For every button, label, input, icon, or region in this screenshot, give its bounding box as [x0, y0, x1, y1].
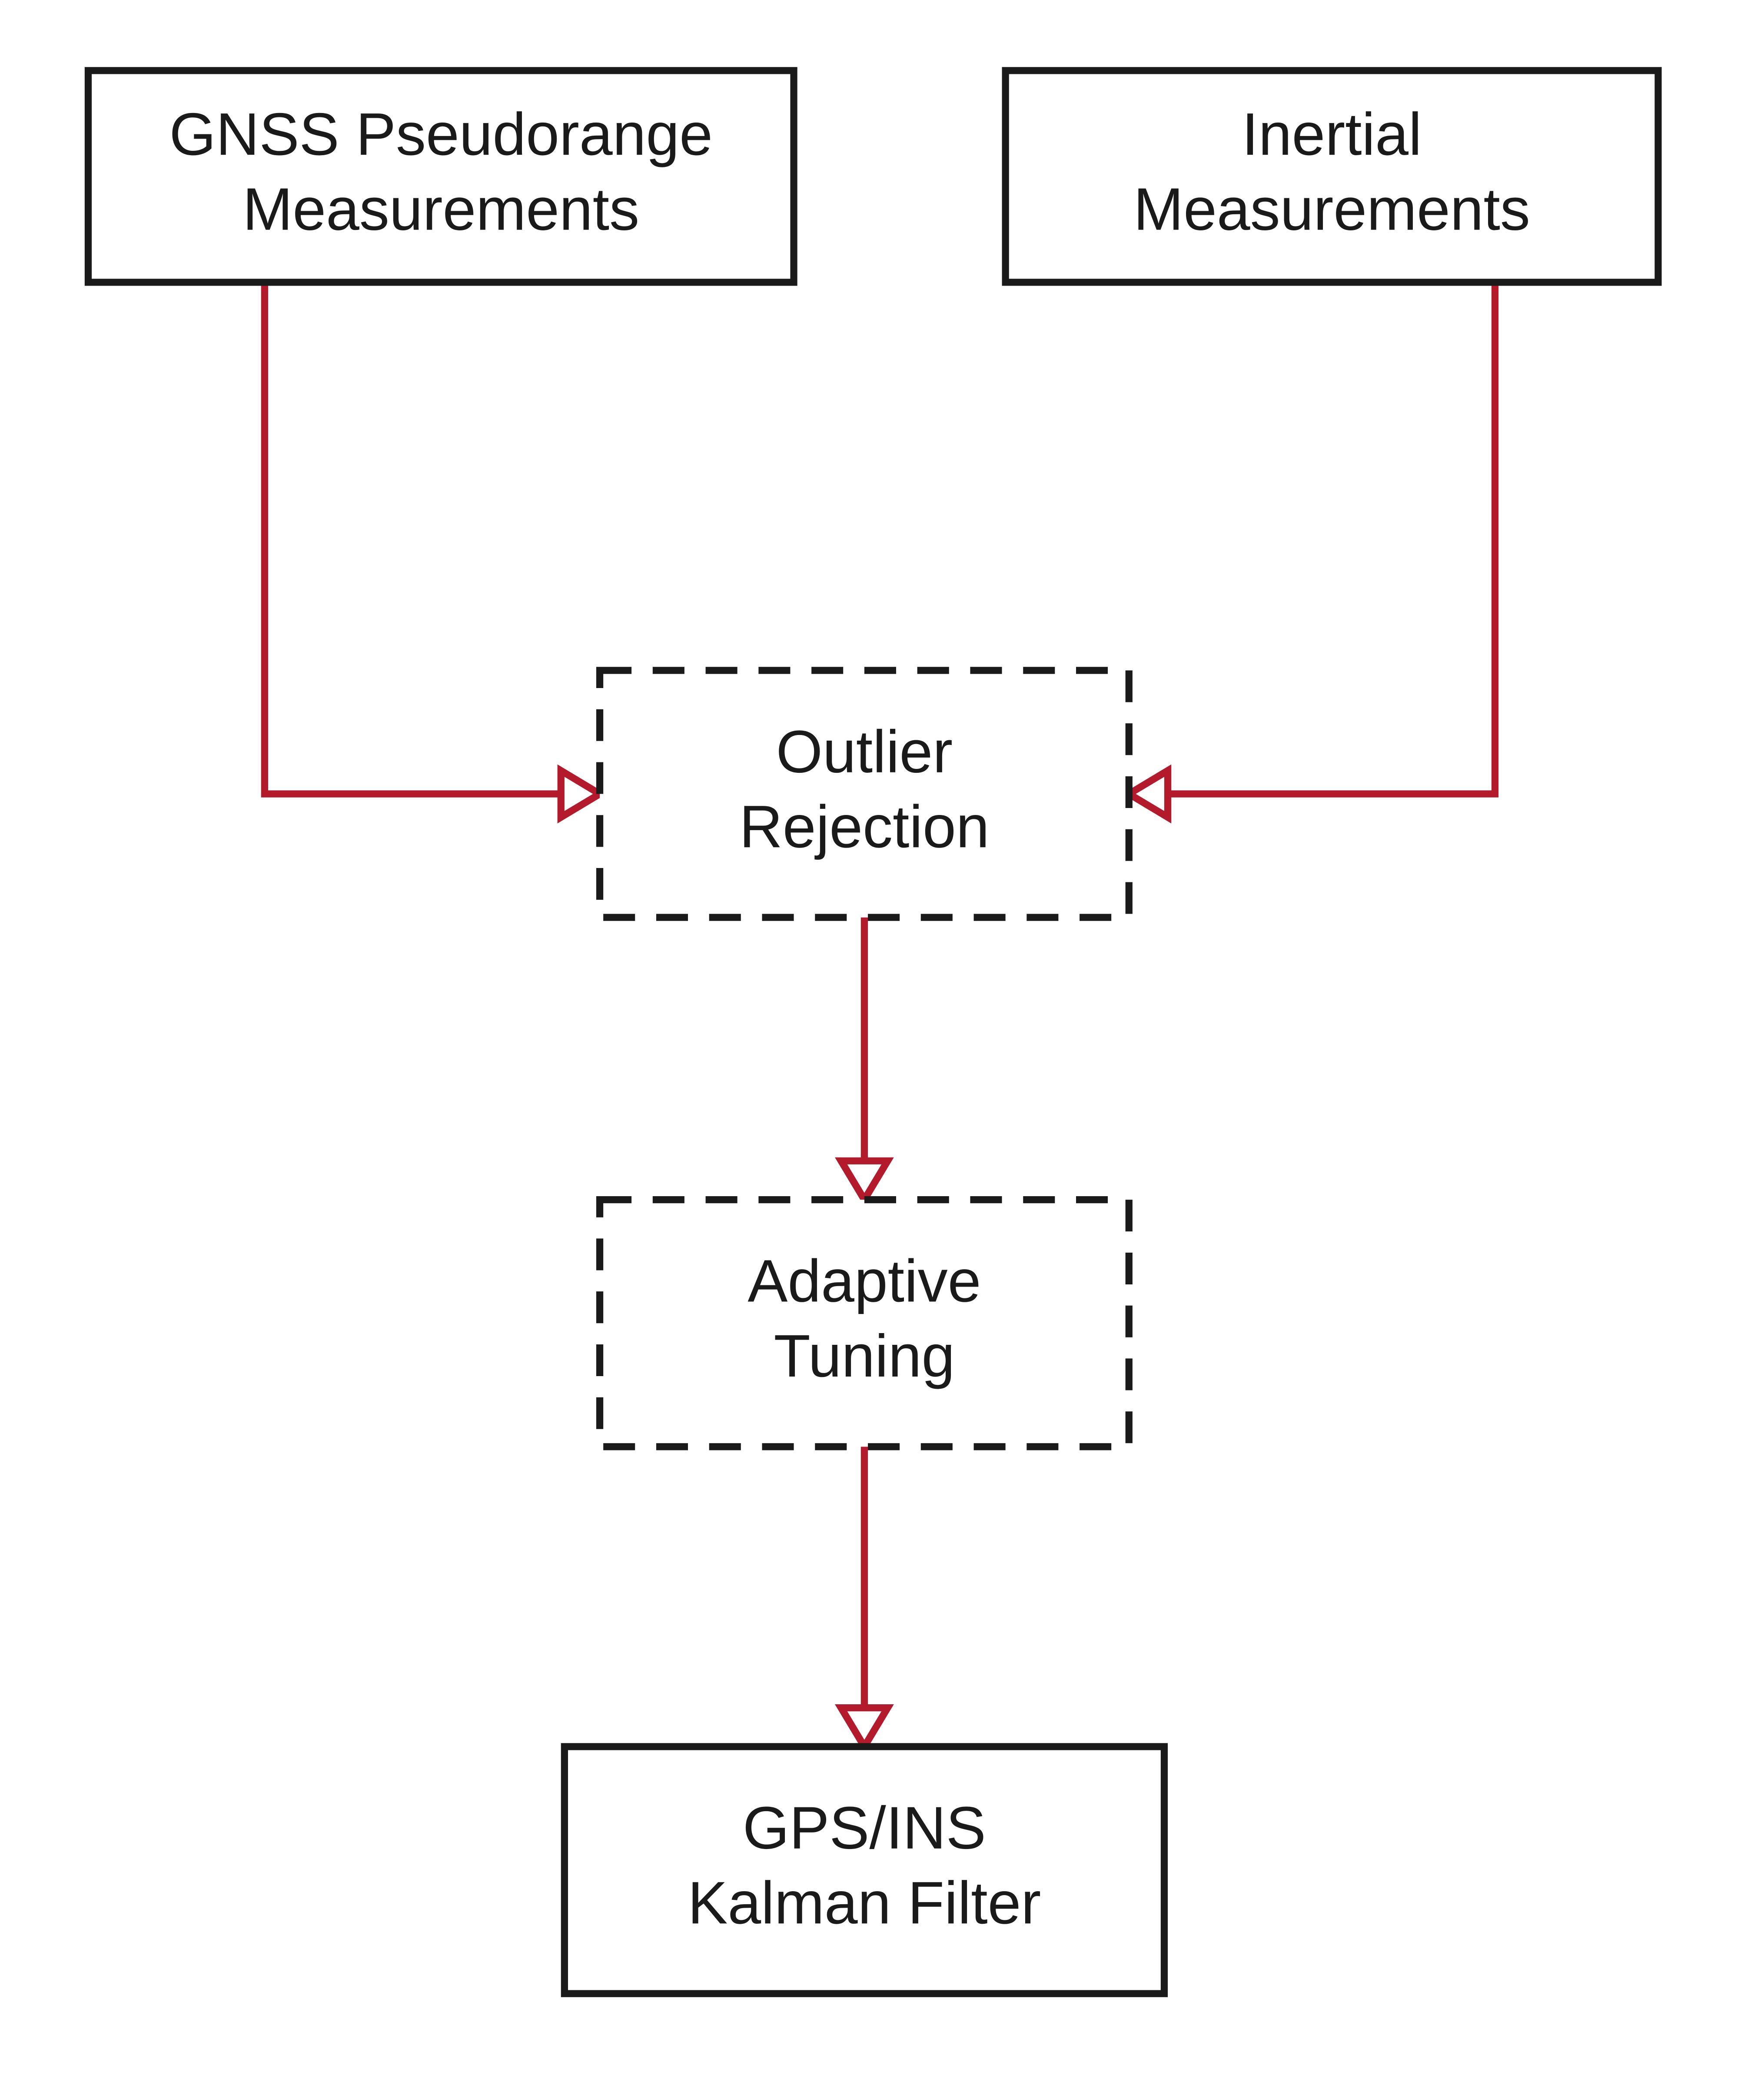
- arrowhead-icon: [1129, 771, 1168, 817]
- arrowhead-icon: [561, 771, 600, 817]
- node-tuning: Adaptive Tuning: [600, 1200, 1129, 1447]
- node-kalman-label-1: Kalman Filter: [688, 1869, 1041, 1936]
- node-kalman: GPS/INS Kalman Filter: [565, 1746, 1164, 1993]
- flowchart-canvas: GNSS Pseudorange Measurements Inertial Meas…: [0, 0, 1764, 2082]
- node-gnss-label-0: GNSS Pseudorange: [169, 101, 713, 168]
- edge-line-1: [1168, 282, 1495, 794]
- edge-tuning-kalman: [841, 1447, 887, 1746]
- node-outlier: Outlier Rejection: [600, 670, 1129, 917]
- edge-gnss-outlier: [265, 282, 600, 817]
- node-imu-label-0: Inertial: [1242, 101, 1422, 168]
- node-tuning-label-1: Tuning: [774, 1323, 955, 1390]
- edge-line-0: [265, 282, 561, 794]
- node-kalman-label-0: GPS/INS: [743, 1795, 986, 1862]
- node-imu-label-1: Measurements: [1133, 176, 1530, 243]
- edges-layer: [265, 282, 1495, 1746]
- node-gnss-label-1: Measurements: [243, 176, 639, 243]
- edge-outlier-tuning: [841, 918, 887, 1200]
- node-outlier-label-0: Outlier: [776, 718, 953, 785]
- arrowhead-icon: [841, 1708, 887, 1746]
- node-imu: Inertial Measurements: [1006, 70, 1658, 282]
- node-outlier-label-1: Rejection: [739, 793, 989, 860]
- node-gnss: GNSS Pseudorange Measurements: [88, 70, 794, 282]
- node-tuning-label-0: Adaptive: [747, 1247, 981, 1314]
- arrowhead-icon: [841, 1161, 887, 1200]
- edge-imu-outlier: [1129, 282, 1495, 817]
